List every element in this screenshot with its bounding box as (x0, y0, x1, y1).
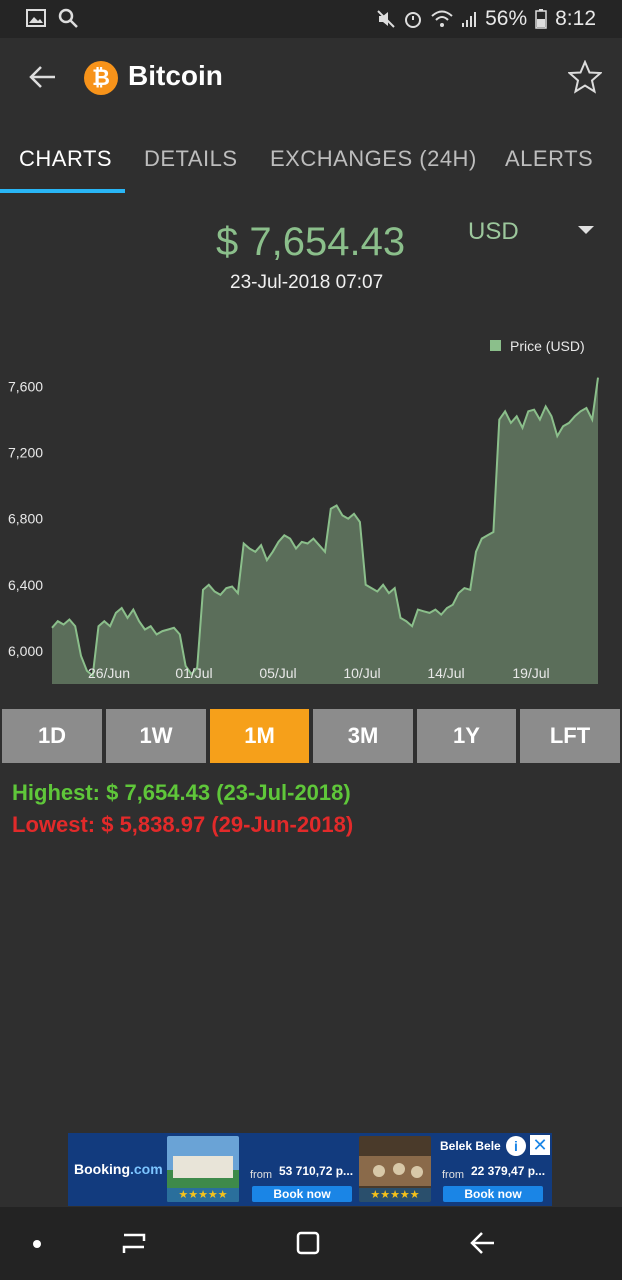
hotel-photo-1: ★★★★★ (167, 1136, 239, 1202)
y-tick-label: 6,000 (8, 643, 43, 659)
mute-icon (377, 10, 395, 28)
battery-icon (535, 9, 547, 29)
ad-info-icon[interactable]: i (506, 1136, 526, 1156)
lowest-price: Lowest: $ 5,838.97 (29-Jun-2018) (12, 812, 354, 837)
ad-close-icon[interactable]: ✕ (530, 1135, 550, 1155)
y-tick-label: 6,800 (8, 511, 43, 527)
legend-swatch (490, 340, 501, 351)
active-tab-indicator (0, 189, 125, 193)
price-timestamp: 23-Jul-2018 07:07 (230, 272, 384, 293)
x-tick-label: 26/Jun (88, 665, 130, 681)
app-bar: ₿ Bitcoin (0, 38, 622, 122)
signal-icon (462, 12, 477, 27)
back-nav-icon[interactable] (468, 1230, 496, 1256)
tab-bar: CHARTS DETAILS EXCHANGES (24H) ALERTS (0, 122, 622, 196)
status-bar: 56% 8:12 (0, 0, 622, 38)
tab-exchanges[interactable]: EXCHANGES (24H) (270, 146, 477, 171)
hotel-photo-2: ★★★★★ (359, 1136, 431, 1202)
range-1m-button[interactable]: 1M (210, 709, 309, 763)
search-icon (58, 8, 78, 28)
x-tick-label: 10/Jul (343, 665, 380, 681)
y-tick-label: 7,200 (8, 445, 43, 461)
clock: 8:12 (555, 7, 596, 30)
recent-apps-icon[interactable] (120, 1231, 148, 1257)
current-price: $ 7,654.43 (216, 220, 406, 264)
x-tick-label: 05/Jul (259, 665, 296, 681)
ad-price-2: 22 379,47 p... (471, 1164, 546, 1178)
alarm-icon (405, 12, 422, 28)
book-now-button-2[interactable]: Book now (443, 1186, 543, 1202)
y-tick-label: 6,400 (8, 577, 43, 593)
price-area (52, 377, 598, 684)
tab-charts[interactable]: CHARTS (19, 146, 113, 171)
price-line (51, 377, 599, 678)
legend-label: Price (USD) (510, 338, 585, 354)
x-tick-label: 14/Jul (427, 665, 464, 681)
home-icon[interactable] (295, 1230, 321, 1256)
tab-alerts[interactable]: ALERTS (505, 146, 594, 171)
ad-from-label-2: from (442, 1169, 464, 1181)
ad-price-1: 53 710,72 p... (279, 1164, 354, 1178)
currency-selector[interactable]: USD (468, 218, 519, 245)
battery-percent: 56% (485, 7, 528, 30)
back-arrow-icon[interactable] (28, 62, 58, 92)
gallery-icon (26, 9, 46, 27)
ad-from-label-1: from (250, 1169, 272, 1181)
page-title: Bitcoin (128, 60, 223, 91)
x-tick-label: 19/Jul (512, 665, 549, 681)
system-nav-bar (0, 1207, 622, 1280)
bitcoin-icon: ₿ (84, 61, 118, 95)
highest-price: Highest: $ 7,654.43 (23-Jul-2018) (12, 780, 351, 805)
range-1w-button[interactable]: 1W (106, 709, 206, 763)
wifi-icon (431, 10, 453, 27)
ad-banner[interactable]: Booking.com ★★★★★ from 53 710,72 p... Bo… (68, 1133, 552, 1206)
booking-logo: Booking.com (74, 1161, 163, 1177)
y-tick-label: 7,600 (8, 379, 43, 395)
dot-icon[interactable] (32, 1239, 42, 1249)
chevron-down-icon[interactable] (578, 226, 594, 234)
favorite-star-icon[interactable] (568, 60, 602, 94)
range-1d-button[interactable]: 1D (2, 709, 102, 763)
range-3m-button[interactable]: 3M (313, 709, 413, 763)
svg-text:★★★★★: ★★★★★ (370, 1188, 419, 1201)
svg-text:★★★★★: ★★★★★ (178, 1188, 227, 1201)
range-lft-button[interactable]: LFT (520, 709, 620, 763)
range-selector: 1D 1W 1M 3M 1Y LFT (0, 709, 622, 763)
x-tick-label: 01/Jul (175, 665, 212, 681)
tab-details[interactable]: DETAILS (144, 146, 238, 171)
book-now-button-1[interactable]: Book now (252, 1186, 352, 1202)
range-1y-button[interactable]: 1Y (417, 709, 516, 763)
ad-hotel-title: Belek Bele (440, 1139, 501, 1153)
price-chart[interactable]: Price (USD) 6,000 6,400 6,800 7,200 7,600 26… (0, 330, 622, 690)
